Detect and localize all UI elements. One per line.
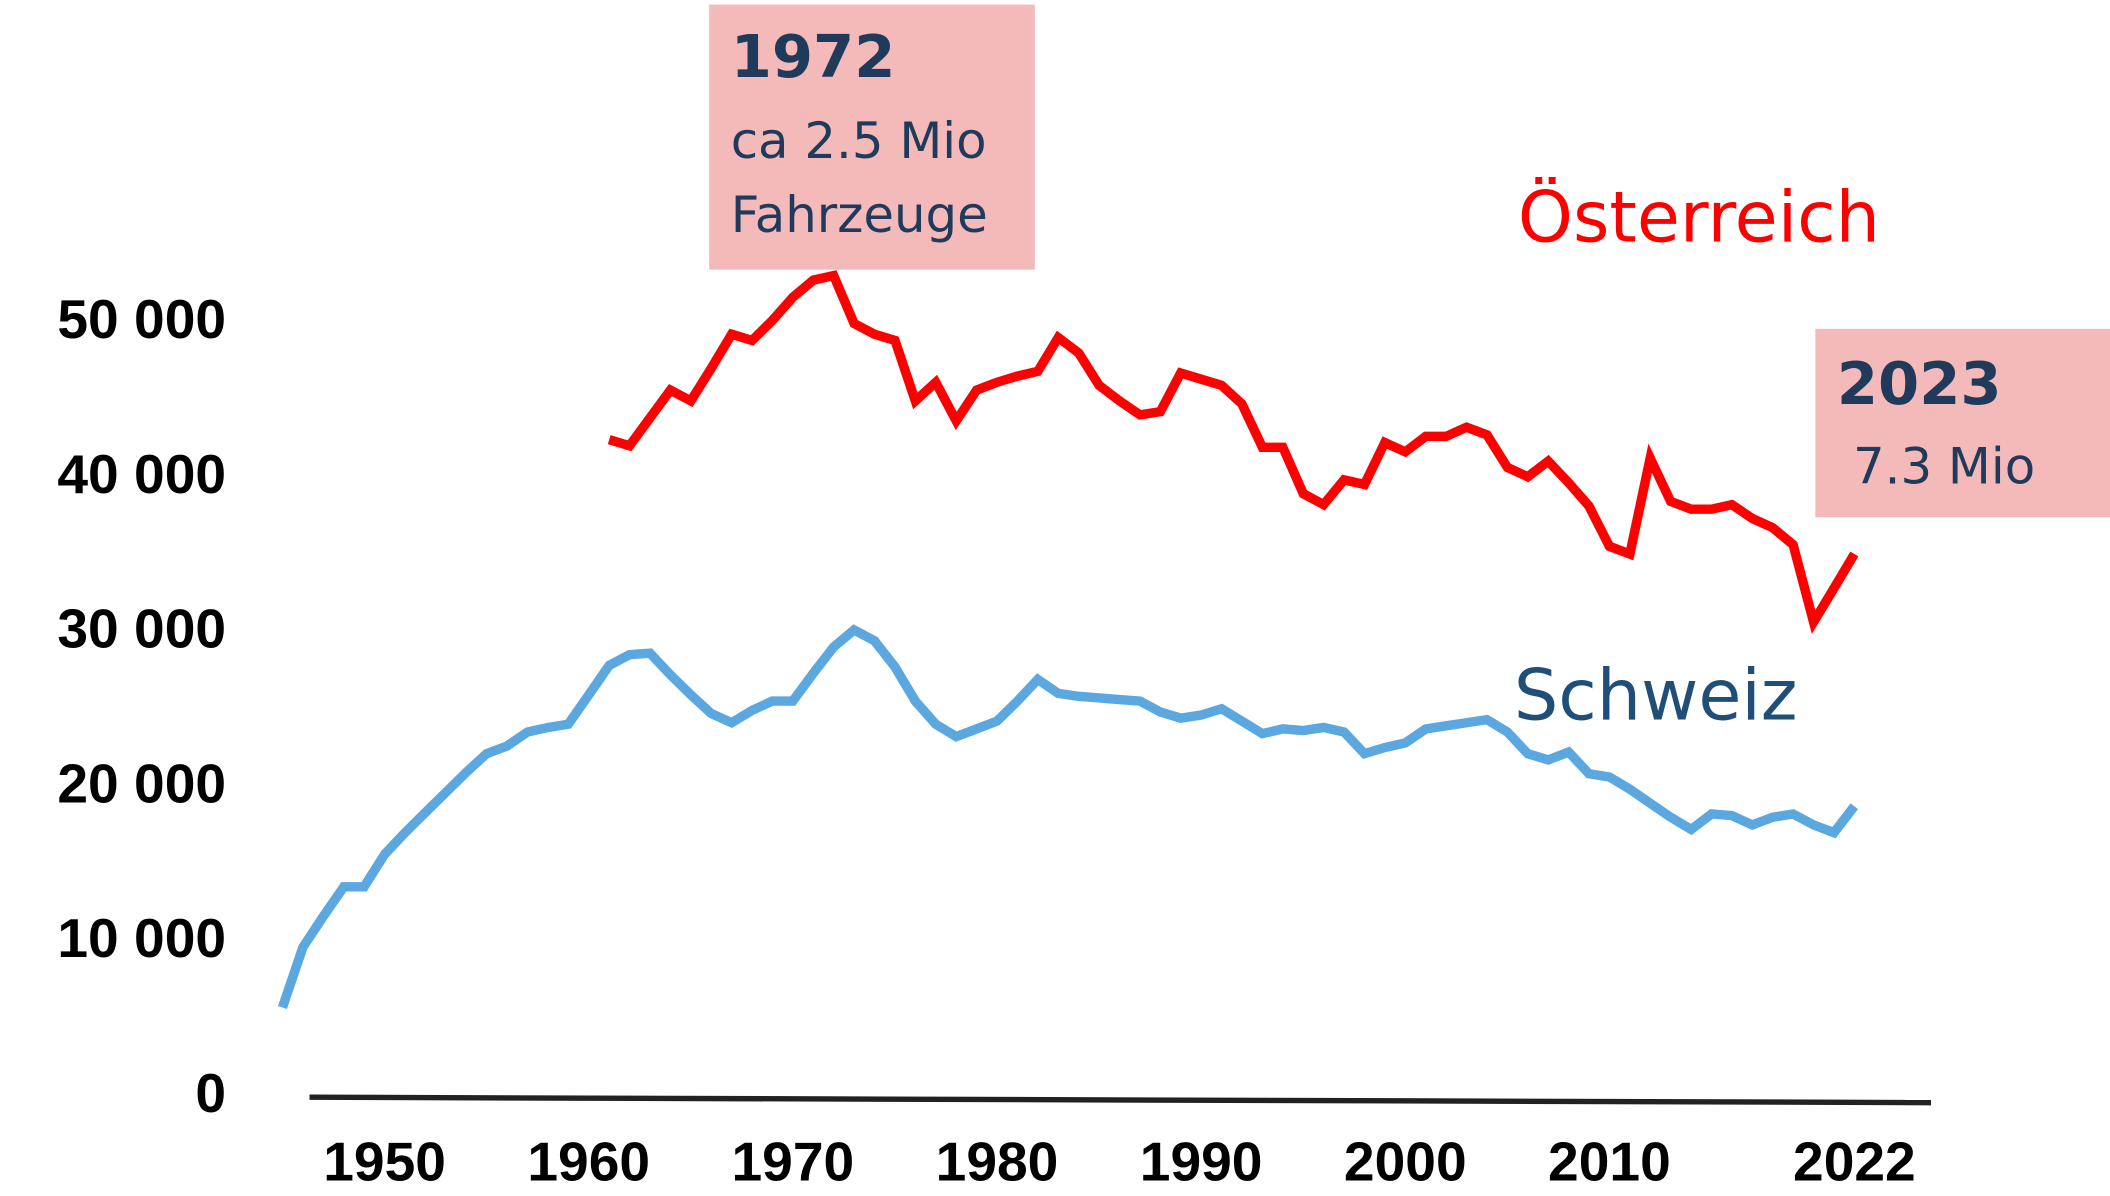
y-tick-label: 40 000 [57, 443, 226, 505]
annotation-box [709, 4, 1035, 270]
series-label: Schweiz [1514, 654, 1798, 736]
x-tick-label: 2000 [1344, 1130, 1467, 1192]
series-label: Österreich [1518, 177, 1880, 259]
x-tick-label: 1970 [732, 1130, 855, 1192]
annotation-box [1815, 328, 2110, 518]
annotation-text: ca 2.5 Mio [731, 112, 987, 170]
x-tick-label: 1990 [1140, 1130, 1263, 1192]
y-tick-label: 10 000 [57, 907, 226, 969]
x-tick-label: 2022 [1793, 1130, 1916, 1192]
x-tick-label: 1950 [323, 1130, 446, 1192]
x-tick-label: 2010 [1548, 1130, 1671, 1192]
x-tick-label: 1960 [527, 1130, 650, 1192]
y-tick-label: 20 000 [57, 752, 226, 814]
y-tick-label: 50 000 [57, 288, 226, 350]
series-line [277, 624, 1859, 1009]
y-tick-label: 0 [195, 1062, 226, 1124]
annotation-title: 2023 [1837, 349, 2002, 418]
annotation-text: 7.3 Mio [1853, 438, 2035, 496]
annotation-text: Fahrzeuge [731, 186, 988, 244]
x-tick-label: 1980 [936, 1130, 1059, 1192]
series-line [607, 270, 1859, 635]
y-tick-label: 30 000 [57, 598, 226, 660]
x-axis [309, 1094, 1932, 1106]
annotation-title: 1972 [731, 22, 896, 91]
